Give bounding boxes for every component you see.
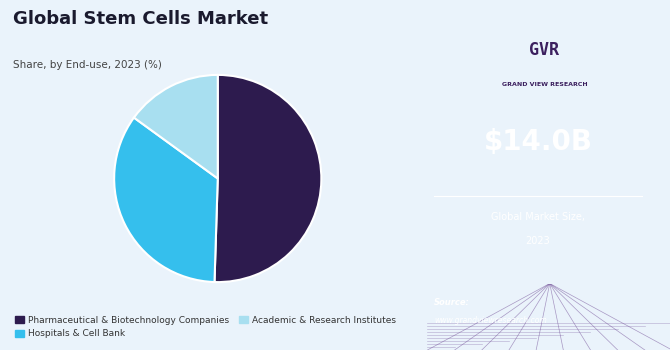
- Text: www.grandviewresearch.com: www.grandviewresearch.com: [434, 316, 547, 325]
- Wedge shape: [134, 75, 218, 178]
- Text: GVR: GVR: [529, 41, 559, 59]
- Text: GRAND VIEW RESEARCH: GRAND VIEW RESEARCH: [502, 82, 587, 87]
- Text: 2023: 2023: [526, 237, 550, 246]
- Text: Global Stem Cells Market: Global Stem Cells Market: [13, 10, 269, 28]
- Text: $14.0B: $14.0B: [484, 128, 592, 156]
- Wedge shape: [214, 75, 322, 282]
- Legend: Pharmaceutical & Biotechnology Companies, Hospitals & Cell Bank, Academic & Rese: Pharmaceutical & Biotechnology Companies…: [11, 312, 400, 342]
- Text: Share, by End-use, 2023 (%): Share, by End-use, 2023 (%): [13, 60, 162, 70]
- Text: Source:: Source:: [434, 298, 470, 307]
- Wedge shape: [114, 118, 218, 282]
- Text: Global Market Size,: Global Market Size,: [491, 212, 585, 222]
